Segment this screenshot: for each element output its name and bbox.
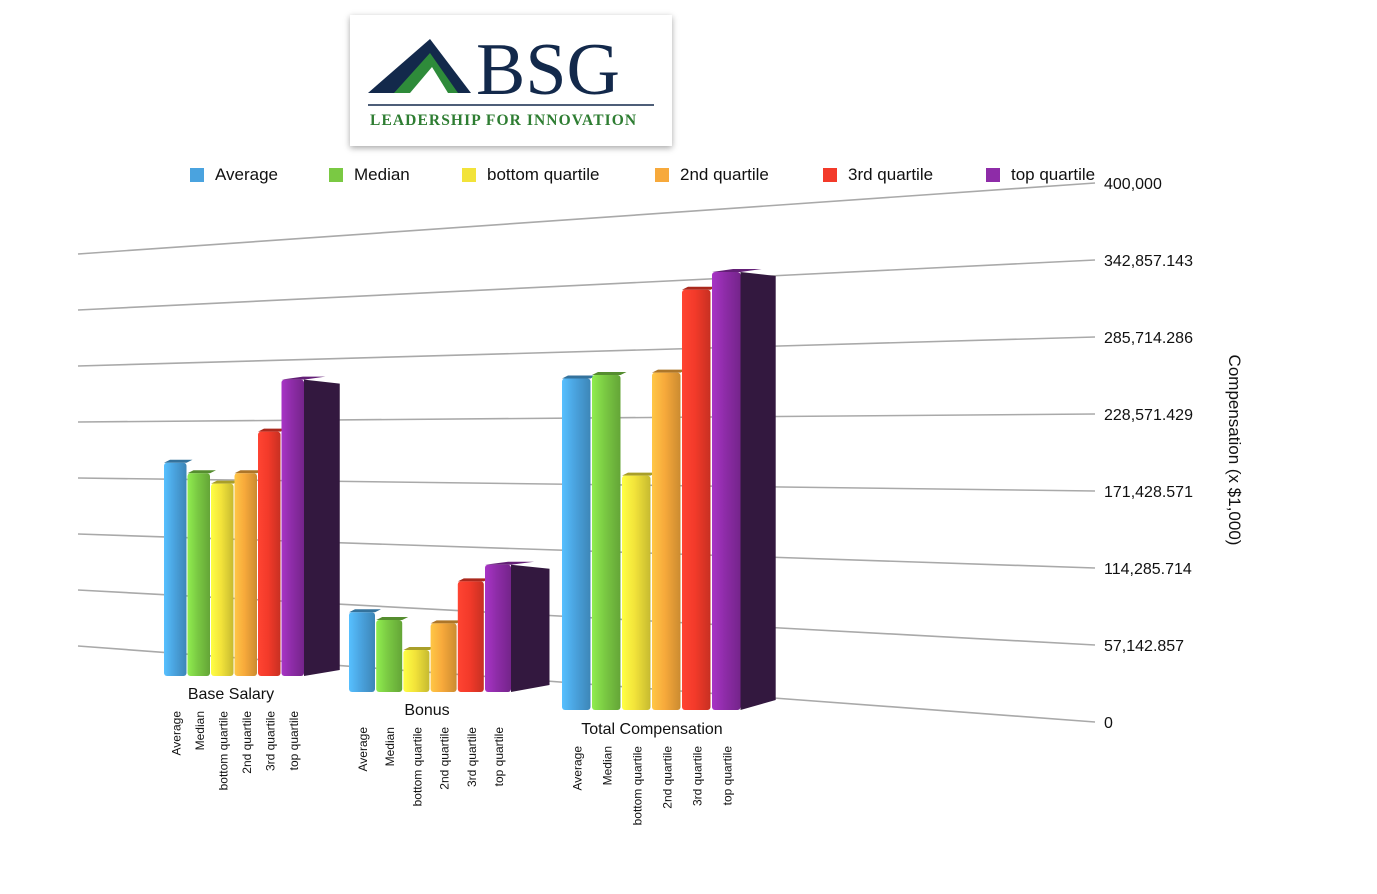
legend-label-top-quartile: top quartile <box>1011 165 1096 184</box>
bar-total-compensation-average <box>562 378 591 710</box>
bar-side-base-salary <box>304 379 340 676</box>
x-axis-labels: Average Median bottom quartile 2nd quartile… <box>169 686 734 825</box>
bar-top-base-salary-3rd-quartile <box>258 428 287 432</box>
category-label-total-compensation: Total Compensation <box>581 721 722 738</box>
legend-swatch-3rd-quartile <box>823 168 837 182</box>
category-label-base-salary: Base Salary <box>188 686 274 703</box>
bar-top-bonus-3rd-quartile <box>457 578 490 582</box>
legend-swatch-top-quartile <box>986 168 1000 182</box>
bar-label-bonus-bottom-quartile: bottom quartile <box>410 727 424 807</box>
bar-label-bonus-median: Median <box>383 727 397 766</box>
bar-label-bonus-3rd-quartile: 3rd quartile <box>465 727 479 787</box>
bar-label-base-salary-median: Median <box>193 711 207 750</box>
bar-top-total-compensation-average <box>562 375 597 379</box>
bar-base-salary-median <box>187 473 210 676</box>
bar-label-total-compensation-bottom-quartile: bottom quartile <box>630 746 644 826</box>
bar-bonus-average <box>349 612 375 692</box>
legend-item-3rd-quartile: 3rd quartile <box>823 164 933 186</box>
bar-top-base-salary-average <box>164 459 193 463</box>
legend-swatch-median <box>329 168 343 182</box>
category-label-bonus: Bonus <box>404 702 449 719</box>
bar-label-total-compensation-median: Median <box>600 746 614 785</box>
bar-label-base-salary-3rd-quartile: 3rd quartile <box>263 711 277 771</box>
gridline <box>77 259 1096 311</box>
legend-item-average: Average <box>190 164 278 186</box>
y-tick-label: 228,571.429 <box>1104 407 1193 424</box>
legend-label-median: Median <box>354 165 410 184</box>
legend-item-2nd-quartile: 2nd quartile <box>655 164 769 186</box>
bars <box>164 268 776 710</box>
bar-top-total-compensation-2nd-quartile <box>652 369 687 373</box>
bar-label-bonus-2nd-quartile: 2nd quartile <box>438 727 452 790</box>
bar-top-bonus-average <box>349 609 381 613</box>
y-tick-label: 285,714.286 <box>1104 330 1193 347</box>
bar-side-total-compensation <box>740 271 776 710</box>
bar-label-total-compensation-3rd-quartile: 3rd quartile <box>690 746 704 806</box>
legend-label-bottom-quartile: bottom quartile <box>487 165 600 184</box>
bar-label-bonus-top-quartile: top quartile <box>492 727 506 787</box>
bar-side-bonus <box>511 564 550 692</box>
bar-base-salary-bottom-quartile <box>211 483 234 676</box>
bar-base-salary-top-quartile <box>281 379 304 676</box>
bar-label-total-compensation-average: Average <box>570 746 584 791</box>
bar-top-base-salary-bottom-quartile <box>211 480 240 484</box>
legend-item-bottom-quartile: bottom quartile <box>462 164 599 186</box>
bar-label-base-salary-top-quartile: top quartile <box>287 711 301 771</box>
logo-tagline: LEADERSHIP FOR INNOVATION <box>370 112 637 129</box>
bar-bonus-top-quartile <box>485 564 511 692</box>
y-axis-ticks: 0 57,142.857 114,285.714 171,428.571 228,571… <box>1104 176 1193 732</box>
bar-base-salary-3rd-quartile <box>258 431 281 676</box>
bar-top-bonus-top-quartile <box>485 561 535 565</box>
legend-label-average: Average <box>215 165 279 184</box>
legend-swatch-average <box>190 168 204 182</box>
bar-top-total-compensation-top-quartile <box>712 268 762 272</box>
legend: Average Median bottom quartile 2nd quart… <box>190 164 1110 186</box>
y-axis-label: Compensation (x $1,000) <box>1225 354 1244 546</box>
bar-label-bonus-average: Average <box>356 727 370 772</box>
y-tick-label: 114,285.714 <box>1104 561 1192 578</box>
bar-base-salary-average <box>164 462 187 676</box>
legend-label-3rd-quartile: 3rd quartile <box>848 165 934 184</box>
logo-name: BSG <box>476 29 620 111</box>
y-tick-label: 400,000 <box>1104 176 1162 193</box>
bar-top-total-compensation-median <box>592 371 627 375</box>
legend-item-top-quartile: top quartile <box>986 164 1095 186</box>
bar-bonus-bottom-quartile <box>403 649 430 692</box>
bsg-logo-mark: BSG LEADERSHIP FOR INNOVATION <box>368 29 654 129</box>
y-tick-label: 342,857.143 <box>1104 253 1193 270</box>
bar-top-base-salary-median <box>187 470 216 474</box>
bar-total-compensation-median <box>592 374 621 710</box>
bar-base-salary-2nd-quartile <box>234 473 257 676</box>
y-tick-label: 171,428.571 <box>1104 484 1193 501</box>
bar-label-base-salary-bottom-quartile: bottom quartile <box>216 711 230 791</box>
gridline <box>77 182 1096 255</box>
y-tick-label: 0 <box>1104 715 1113 732</box>
bar-label-total-compensation-2nd-quartile: 2nd quartile <box>660 746 674 809</box>
bar-top-total-compensation-3rd-quartile <box>682 286 717 290</box>
legend-swatch-2nd-quartile <box>655 168 669 182</box>
bar-top-base-salary-2nd-quartile <box>234 470 263 474</box>
bar-total-compensation-2nd-quartile <box>652 372 681 710</box>
bar-bonus-3rd-quartile <box>457 581 484 692</box>
gridline <box>77 336 1096 367</box>
bar-bonus-2nd-quartile <box>430 623 457 692</box>
y-tick-label: 57,142.857 <box>1104 638 1184 655</box>
bar-total-compensation-3rd-quartile <box>682 289 711 710</box>
bar-label-base-salary-average: Average <box>169 711 183 756</box>
bar-top-bonus-2nd-quartile <box>430 620 463 624</box>
bsg-logo: BSG LEADERSHIP FOR INNOVATION <box>350 15 672 146</box>
legend-label-2nd-quartile: 2nd quartile <box>680 165 769 184</box>
legend-swatch-bottom-quartile <box>462 168 476 182</box>
bar-bonus-median <box>376 620 403 692</box>
bar-top-total-compensation-bottom-quartile <box>622 472 657 476</box>
bar-top-bonus-bottom-quartile <box>403 646 436 650</box>
bar-total-compensation-top-quartile <box>712 271 741 710</box>
bar-top-bonus-median <box>376 617 409 621</box>
bar-label-base-salary-2nd-quartile: 2nd quartile <box>240 711 254 774</box>
legend-item-median: Median <box>329 164 410 186</box>
bar-label-total-compensation-top-quartile: top quartile <box>720 746 734 806</box>
bar-top-base-salary-top-quartile <box>281 376 326 380</box>
bar-total-compensation-bottom-quartile <box>622 475 651 710</box>
